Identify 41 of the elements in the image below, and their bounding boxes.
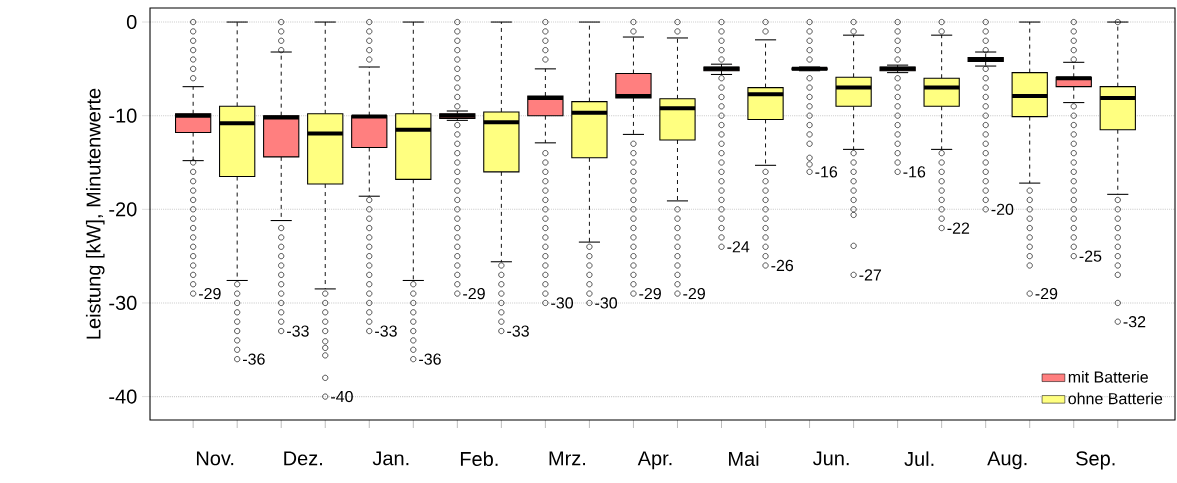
x-tick-label: Dez. [284,451,322,466]
annotation: -33 [375,325,397,337]
x-tick-label: Aug. [987,451,1027,470]
legend-label: mit Batterie [1068,370,1148,383]
annotation: -26 [771,259,794,272]
annotation: -40 [331,390,353,403]
legend-label: ohne Batterie [1068,392,1163,405]
x-tick-label: Apr. [637,451,672,470]
annotation: -33 [287,325,309,337]
x-tick-label: Feb. [460,451,498,467]
annotation: -29 [639,287,661,300]
x-tick-label: Jan. [372,451,409,466]
y-axis-title: Leistung [kW], Minutenwerte [85,88,105,339]
annotation: -22 [947,222,970,234]
annotation: -29 [683,287,705,300]
annotation: -16 [815,166,838,178]
annotation: -30 [595,297,618,309]
y-tick-label: 0 [126,14,137,30]
annotation: -24 [727,241,750,253]
x-tick-label: Mrz. [549,451,586,466]
y-tick-label: -30 [109,295,137,311]
x-tick-label: Sep. [1076,451,1115,470]
annotation: -20 [991,203,1014,215]
y-tick-label: -40 [109,389,137,404]
y-tick-label: -10 [109,108,137,123]
annotation: -29 [463,287,485,300]
y-tick-label: -20 [109,202,137,217]
annotation: -36 [419,353,441,365]
x-tick-label: Mai [729,451,759,467]
annotation: -32 [1123,316,1146,328]
x-tick-label: Nov. [196,451,234,466]
annotation: -36 [243,353,265,365]
x-tick-label: Jul. [904,451,934,467]
annotation: -16 [903,166,926,178]
annotation: -27 [859,269,882,281]
x-tick-label: Jun. [812,451,849,466]
annotation: -29 [198,287,221,300]
annotation: -33 [507,325,529,337]
annotation: -30 [551,297,574,309]
annotation: -29 [1035,287,1058,300]
annotation: -25 [1079,250,1102,262]
